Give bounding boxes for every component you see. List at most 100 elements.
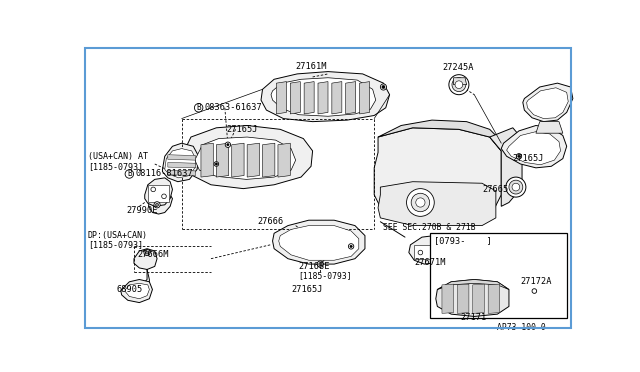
Text: SEE SEC.270B & 271B: SEE SEC.270B & 271B <box>383 224 476 232</box>
Text: (USA+CAN) AT: (USA+CAN) AT <box>88 152 148 161</box>
Circle shape <box>144 250 150 256</box>
Polygon shape <box>262 143 275 177</box>
Polygon shape <box>164 148 196 178</box>
Bar <box>431 233 568 318</box>
Polygon shape <box>436 279 509 317</box>
Polygon shape <box>148 182 172 214</box>
Polygon shape <box>490 128 522 206</box>
Text: 27665: 27665 <box>482 185 508 194</box>
Polygon shape <box>168 155 196 160</box>
Polygon shape <box>527 88 568 119</box>
Polygon shape <box>232 143 244 177</box>
Text: 08116-81637: 08116-81637 <box>136 170 193 179</box>
Polygon shape <box>278 143 291 177</box>
Polygon shape <box>168 163 196 168</box>
Polygon shape <box>271 78 376 116</box>
Circle shape <box>225 142 230 147</box>
Text: 27168E: 27168E <box>299 262 330 271</box>
Text: B: B <box>196 103 201 112</box>
Text: 27990E: 27990E <box>126 206 157 215</box>
Text: 27165J: 27165J <box>513 154 544 163</box>
Polygon shape <box>134 249 157 269</box>
Polygon shape <box>409 235 450 264</box>
Polygon shape <box>507 132 561 165</box>
Polygon shape <box>437 279 509 289</box>
Circle shape <box>227 144 229 146</box>
Circle shape <box>162 194 166 199</box>
Text: [1185-0793]: [1185-0793] <box>88 240 143 249</box>
Polygon shape <box>523 83 573 122</box>
Text: DP:(USA+CAN): DP:(USA+CAN) <box>88 231 148 240</box>
Circle shape <box>215 163 218 165</box>
Text: 27161M: 27161M <box>296 62 327 71</box>
Polygon shape <box>168 170 196 176</box>
Text: 27671M: 27671M <box>414 258 445 267</box>
Polygon shape <box>458 284 469 313</box>
Polygon shape <box>276 81 287 114</box>
Circle shape <box>449 75 469 95</box>
Circle shape <box>214 162 219 166</box>
Circle shape <box>195 103 203 112</box>
Circle shape <box>411 193 429 212</box>
Polygon shape <box>374 128 501 223</box>
Text: 27172A: 27172A <box>520 277 552 286</box>
Circle shape <box>406 189 435 217</box>
Polygon shape <box>121 279 152 302</box>
Polygon shape <box>304 81 314 114</box>
Circle shape <box>518 155 520 157</box>
Text: B: B <box>127 170 132 179</box>
Circle shape <box>319 263 322 266</box>
Polygon shape <box>163 143 198 182</box>
Circle shape <box>154 202 160 208</box>
Polygon shape <box>148 185 170 202</box>
Text: 27245A: 27245A <box>442 63 474 72</box>
Text: 27666M: 27666M <box>138 250 170 259</box>
Polygon shape <box>145 178 172 206</box>
Text: 27171: 27171 <box>460 314 486 323</box>
Polygon shape <box>360 81 369 114</box>
Circle shape <box>382 86 385 89</box>
Circle shape <box>348 244 354 249</box>
Polygon shape <box>378 182 496 225</box>
Polygon shape <box>291 81 300 114</box>
Circle shape <box>512 183 520 191</box>
Circle shape <box>145 251 148 254</box>
Polygon shape <box>454 78 467 85</box>
Polygon shape <box>273 220 365 264</box>
Circle shape <box>532 289 537 294</box>
Polygon shape <box>378 120 501 151</box>
Polygon shape <box>473 284 484 313</box>
Polygon shape <box>346 81 356 114</box>
Polygon shape <box>536 122 563 133</box>
Polygon shape <box>182 125 312 189</box>
Polygon shape <box>201 143 213 177</box>
Polygon shape <box>318 81 328 114</box>
Circle shape <box>455 81 463 89</box>
Circle shape <box>156 203 159 206</box>
Circle shape <box>506 177 526 197</box>
Text: [1185-0793]: [1185-0793] <box>88 162 143 171</box>
Circle shape <box>317 261 323 267</box>
Circle shape <box>125 170 134 178</box>
Polygon shape <box>442 284 454 313</box>
Text: 27165J: 27165J <box>291 285 323 294</box>
Circle shape <box>418 250 422 255</box>
Text: 27165J: 27165J <box>227 125 258 134</box>
Circle shape <box>452 78 466 92</box>
Text: [0793-    ]: [0793- ] <box>435 237 492 246</box>
Circle shape <box>416 198 425 207</box>
Polygon shape <box>216 143 228 177</box>
Text: 27666: 27666 <box>257 217 284 226</box>
Polygon shape <box>488 284 500 313</box>
Polygon shape <box>501 125 566 168</box>
Polygon shape <box>414 245 444 259</box>
Polygon shape <box>332 81 342 114</box>
Text: [1185-0793]: [1185-0793] <box>299 271 353 280</box>
Circle shape <box>151 187 156 192</box>
Polygon shape <box>279 225 359 260</box>
Polygon shape <box>247 143 259 177</box>
Circle shape <box>516 154 522 159</box>
Polygon shape <box>196 137 296 179</box>
Text: 08363-61637: 08363-61637 <box>205 103 262 112</box>
Text: AP73 100 0: AP73 100 0 <box>497 324 546 333</box>
